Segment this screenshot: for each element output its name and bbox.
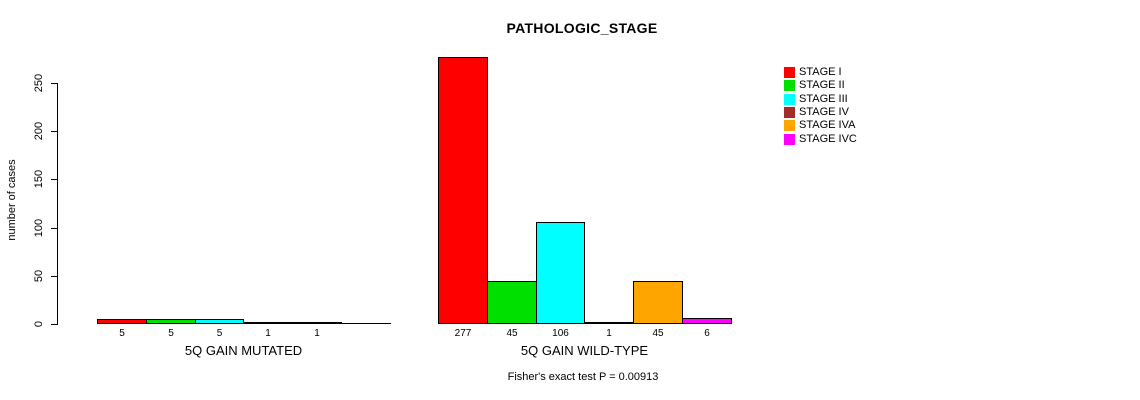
legend-item: STAGE III — [784, 93, 857, 106]
bar-value-label: 1 — [606, 328, 612, 339]
y-tick — [51, 131, 57, 132]
bar-stage-iv — [243, 322, 293, 324]
bar-stage-iva — [633, 281, 683, 324]
legend-swatch-stage-iva — [784, 120, 795, 132]
bar-value-label: 1 — [265, 328, 271, 339]
y-tick — [51, 324, 57, 325]
legend-swatch-stage-iii — [784, 93, 795, 105]
bar-stage-ivc — [682, 318, 732, 324]
y-tick-label: 0 — [33, 320, 45, 328]
y-tick — [51, 83, 57, 84]
bar-value-label: 45 — [506, 328, 518, 339]
legend-label: STAGE III — [799, 92, 848, 105]
bar-value-label: 106 — [552, 328, 569, 339]
y-tick-label: 100 — [33, 218, 45, 238]
bar-stage-iv — [584, 322, 634, 324]
legend-swatch-stage-ivc — [784, 133, 795, 145]
bar-value-label: 5 — [119, 328, 125, 339]
legend-item: STAGE I — [784, 66, 857, 79]
legend-label: STAGE II — [799, 79, 845, 92]
y-tick — [51, 179, 57, 180]
legend-label: STAGE IV — [799, 106, 849, 119]
bar-value-label: 5 — [168, 328, 174, 339]
bar-stage-ii — [487, 281, 537, 324]
bar-stage-iii — [536, 222, 585, 324]
bar-stage-i — [438, 57, 488, 324]
legend-item: STAGE IV — [784, 106, 857, 119]
y-tick-label: 150 — [33, 169, 45, 189]
x-group-label: 5Q GAIN MUTATED — [184, 343, 303, 358]
bar-value-label: 6 — [704, 328, 710, 339]
chart-title: PATHOLOGIC_STAGE — [506, 20, 658, 36]
fisher-test-annotation: Fisher's exact test P = 0.00913 — [507, 371, 659, 383]
y-tick — [51, 228, 57, 229]
y-tick-label: 200 — [33, 121, 45, 141]
legend-item: STAGE IVC — [784, 132, 857, 145]
legend-label: STAGE I — [799, 66, 842, 79]
y-tick-label: 250 — [33, 73, 45, 93]
bar-value-label: 45 — [652, 328, 664, 339]
legend-label: STAGE IVC — [799, 132, 857, 145]
bar-stage-iva — [292, 322, 342, 324]
bar-stage-ii — [146, 319, 196, 324]
bar-value-label: 277 — [454, 328, 472, 339]
legend-swatch-stage-ii — [784, 80, 795, 92]
legend-label: STAGE IVA — [799, 119, 856, 132]
bar-stage-ivc — [341, 323, 391, 324]
legend-item: STAGE II — [784, 79, 857, 92]
legend-swatch-stage-i — [784, 67, 795, 79]
legend-swatch-stage-iv — [784, 107, 795, 119]
bar-value-label: 1 — [314, 328, 320, 339]
bar-stage-iii — [195, 319, 244, 324]
legend: STAGE I STAGE II STAGE III STAGE IV STAGE IV… — [784, 66, 857, 146]
legend-item: STAGE IVA — [784, 119, 857, 132]
y-tick-label: 50 — [33, 269, 45, 283]
y-axis-line — [57, 83, 58, 325]
x-group-label: 5Q GAIN WILD-TYPE — [520, 343, 649, 358]
bar-stage-i — [97, 319, 147, 324]
bar-value-label: 5 — [216, 328, 223, 339]
y-tick — [51, 276, 57, 277]
